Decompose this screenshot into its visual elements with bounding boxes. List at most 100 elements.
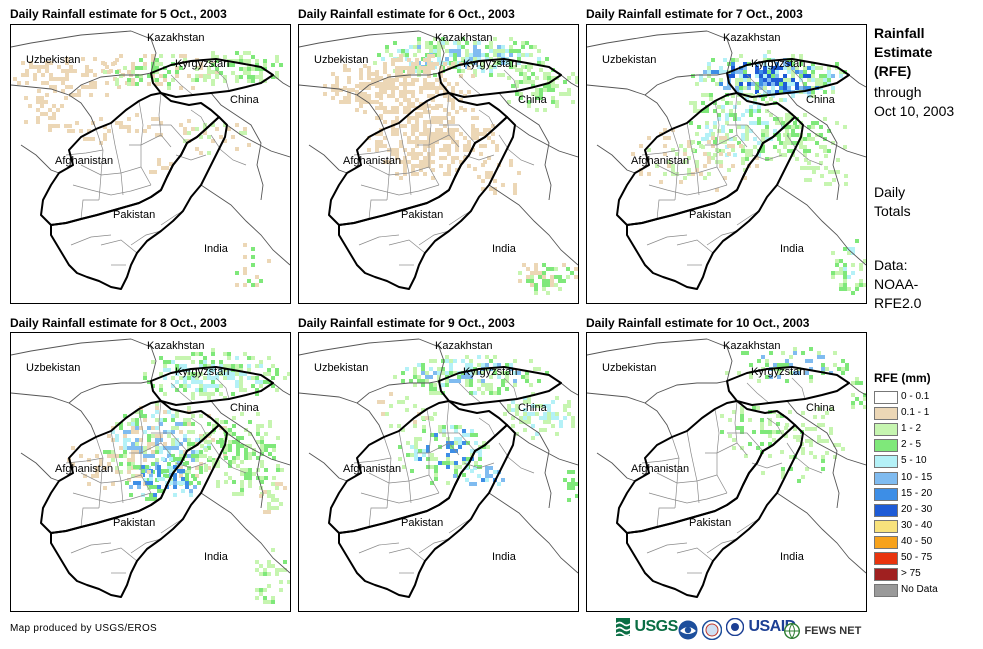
- rain-cell: [755, 86, 759, 90]
- rain-cell: [413, 404, 417, 408]
- rain-cell: [729, 101, 733, 105]
- rain-cell: [851, 393, 855, 397]
- rain-cell: [228, 448, 232, 452]
- rain-cell: [809, 375, 813, 379]
- rain-cell: [235, 364, 239, 368]
- rain-cell: [543, 404, 547, 408]
- rain-cell: [41, 65, 45, 69]
- rain-cell: [719, 82, 723, 86]
- rain-cell: [411, 116, 415, 120]
- rain-cell: [453, 359, 457, 363]
- country-boundary: [20, 144, 60, 174]
- rain-cell: [543, 412, 547, 416]
- rain-cell: [203, 376, 207, 380]
- rain-cell: [427, 62, 431, 66]
- rain-cell: [453, 49, 457, 53]
- rain-cell: [423, 82, 427, 86]
- rain-cell: [711, 132, 715, 136]
- rain-cell: [493, 391, 497, 395]
- rain-cell: [163, 430, 167, 434]
- rain-cell: [199, 74, 203, 78]
- rain-cell: [215, 55, 219, 59]
- rain-cell: [446, 441, 450, 445]
- rain-cell: [789, 363, 793, 367]
- rain-cell: [479, 132, 483, 136]
- rain-cell: [153, 485, 157, 489]
- rain-cell: [481, 53, 485, 57]
- rain-cell: [501, 49, 505, 53]
- rain-cell: [177, 461, 181, 465]
- rain-cell: [115, 466, 119, 470]
- rain-cell: [697, 125, 701, 129]
- rain-cell: [791, 62, 795, 66]
- rain-cell: [199, 384, 203, 388]
- rain-cell: [236, 448, 240, 452]
- rain-cell: [533, 367, 537, 371]
- rain-cell: [729, 109, 733, 113]
- rain-cell: [175, 426, 179, 430]
- rain-cell: [85, 85, 89, 89]
- province-boundary: [368, 472, 430, 484]
- rain-cell: [69, 85, 73, 89]
- rain-cell: [260, 448, 264, 452]
- province-boundary: [706, 230, 738, 246]
- rain-cell: [454, 461, 458, 465]
- rain-cell: [780, 430, 784, 434]
- country-boundary: [587, 84, 673, 130]
- rain-cell: [461, 375, 465, 379]
- rain-cell: [489, 171, 493, 175]
- rain-cell: [167, 462, 171, 466]
- kyrgyzstan-outline: [726, 366, 850, 406]
- rain-cell: [801, 447, 805, 451]
- rain-cell: [433, 73, 437, 77]
- rain-cell: [771, 74, 775, 78]
- rain-cell: [507, 408, 511, 412]
- rain-cell: [187, 131, 191, 135]
- rain-cell: [159, 450, 163, 454]
- rain-cell: [567, 412, 571, 416]
- rain-cell: [147, 470, 151, 474]
- rain-cell: [787, 141, 791, 145]
- country-boundary: [802, 432, 866, 466]
- rain-cell: [433, 359, 437, 363]
- rain-cell: [247, 364, 251, 368]
- rain-cell: [247, 71, 251, 75]
- rain-cell: [81, 85, 85, 89]
- rain-cell: [823, 78, 827, 82]
- rain-cell: [375, 84, 379, 88]
- rain-cell: [87, 129, 91, 133]
- rain-cell: [119, 454, 123, 458]
- rain-cell: [260, 476, 264, 480]
- rain-cell: [535, 108, 539, 112]
- rain-cell: [227, 372, 231, 376]
- noaa-seal-icon: [702, 620, 722, 640]
- rain-cell: [427, 128, 431, 132]
- rain-cell: [655, 164, 659, 168]
- label-china: China: [518, 402, 547, 414]
- rain-cell: [511, 408, 515, 412]
- rain-cell: [740, 406, 744, 410]
- rain-cell: [271, 600, 275, 604]
- rain-cell: [423, 78, 427, 82]
- rain-cell: [115, 454, 119, 458]
- rain-cell: [757, 359, 761, 363]
- rain-cell: [183, 384, 187, 388]
- rain-cell: [815, 121, 819, 125]
- rain-cell: [709, 129, 713, 133]
- country-boundary: [226, 124, 290, 158]
- rain-cell: [264, 448, 268, 452]
- rain-cell: [571, 100, 575, 104]
- rain-cell: [753, 97, 757, 101]
- rain-cell: [199, 414, 203, 418]
- rain-cell: [417, 45, 421, 49]
- rain-cell: [859, 401, 863, 405]
- rain-cell: [804, 178, 808, 182]
- rain-cell: [765, 129, 769, 133]
- rain-cell: [736, 426, 740, 430]
- rain-cell: [515, 80, 519, 84]
- rain-cell: [426, 457, 430, 461]
- province-boundaries: [353, 69, 535, 266]
- rain-cell: [509, 363, 513, 367]
- rain-cell: [195, 147, 199, 151]
- rain-cell: [713, 141, 717, 145]
